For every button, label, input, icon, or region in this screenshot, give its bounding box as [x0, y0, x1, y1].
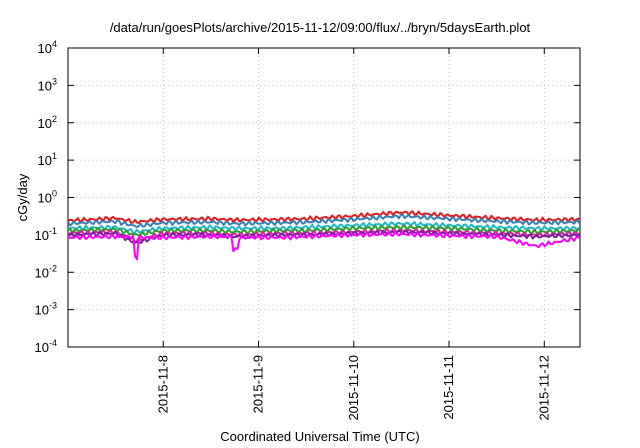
chart-title: /data/run/goesPlots/archive/2015-11-12/0…: [109, 20, 531, 35]
y-tick-label: 103: [38, 76, 57, 93]
series-line: [68, 210, 580, 224]
y-tick-label: 101: [38, 151, 57, 168]
x-tick-label: 2015-11-10: [346, 355, 361, 421]
x-tick-label: 2015-11-12: [536, 355, 551, 421]
x-axis-label: Coordinated Universal Time (UTC): [220, 429, 420, 444]
x-tick-label: 2015-11-11: [441, 355, 456, 420]
series-line: [68, 221, 580, 235]
y-tick-label: 102: [38, 114, 57, 131]
x-tick-label: 2015-11-8: [155, 355, 170, 413]
series-line: [68, 231, 580, 261]
y-tick-label: 104: [38, 39, 57, 56]
y-tick-label: 100: [38, 189, 57, 206]
y-tick-label: 10-2: [35, 263, 57, 280]
plot-frame: [67, 47, 581, 348]
y-tick-label: 10-4: [35, 338, 57, 355]
y-axis-label: cGy/day: [15, 173, 30, 221]
y-tick-label: 10-1: [35, 226, 57, 243]
x-tick-label: 2015-11-9: [251, 355, 266, 413]
series-line: [68, 213, 580, 229]
y-tick-label: 10-3: [35, 301, 57, 318]
